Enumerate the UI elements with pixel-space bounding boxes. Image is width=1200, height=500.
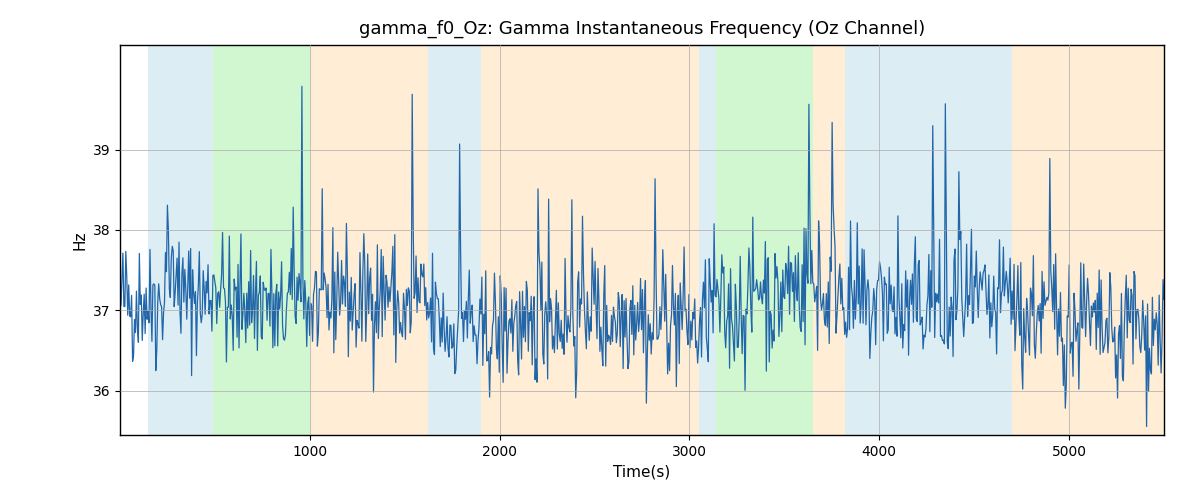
Bar [310, 45, 427, 435]
X-axis label: Time(s): Time(s) [613, 464, 671, 479]
Bar [149, 45, 214, 435]
Y-axis label: Hz: Hz [72, 230, 88, 250]
Bar [481, 45, 698, 435]
Bar [716, 45, 812, 435]
Bar [812, 45, 845, 435]
Bar [1012, 45, 1164, 435]
Bar [214, 45, 310, 435]
Bar [698, 45, 716, 435]
Bar [845, 45, 1012, 435]
Bar [427, 45, 481, 435]
Title: gamma_f0_Oz: Gamma Instantaneous Frequency (Oz Channel): gamma_f0_Oz: Gamma Instantaneous Frequen… [359, 20, 925, 38]
